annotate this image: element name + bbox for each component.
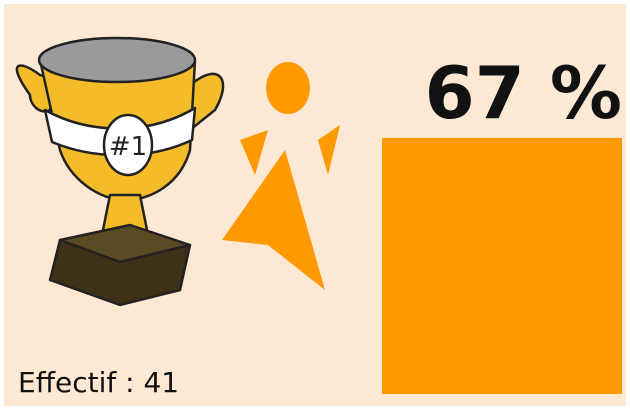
percent-label: 67 % bbox=[425, 51, 622, 135]
count-label: Effectif : 41 bbox=[18, 366, 179, 399]
person-icon bbox=[222, 62, 340, 290]
svg-text:#1: #1 bbox=[109, 132, 147, 162]
orange-panel bbox=[382, 138, 622, 394]
trophy-icon: #1 bbox=[15, 36, 225, 307]
